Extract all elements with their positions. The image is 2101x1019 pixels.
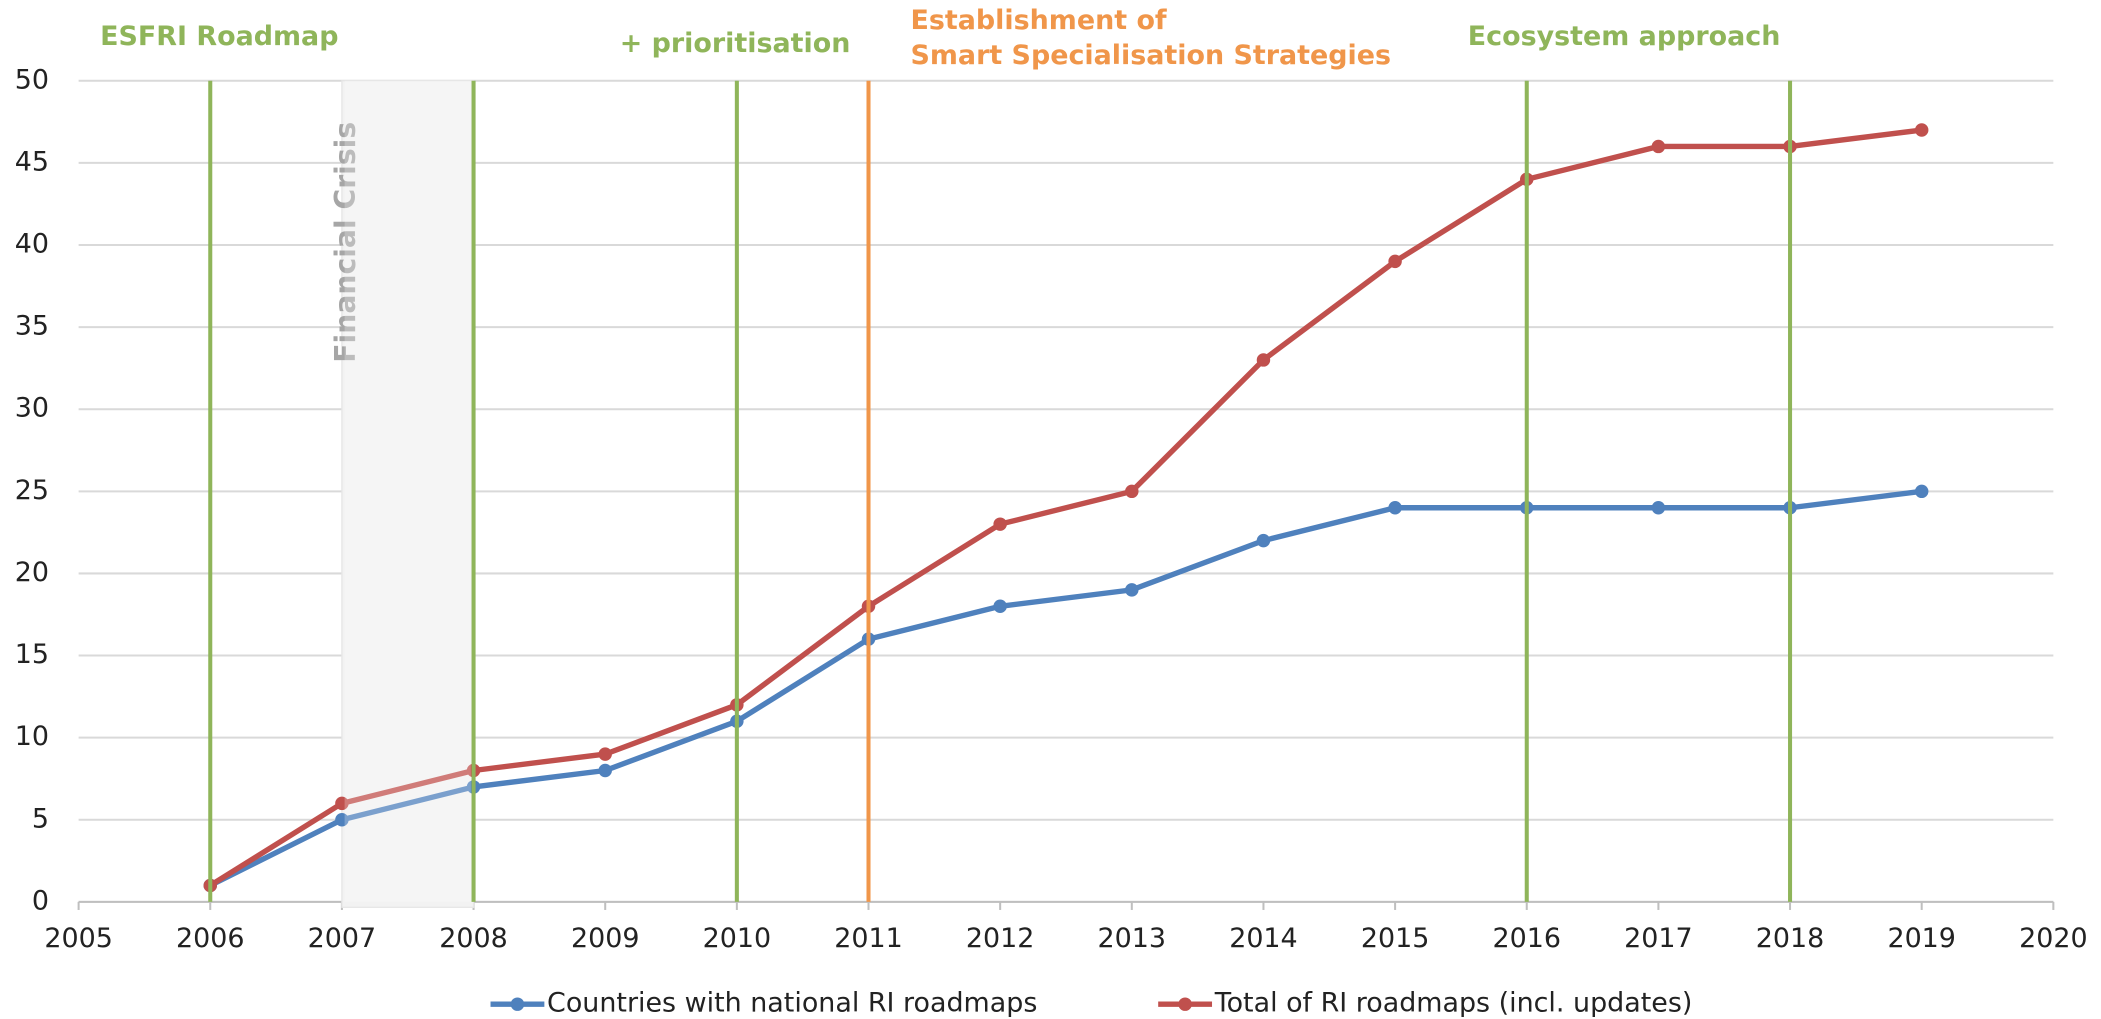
series-point [1914,123,1929,137]
annotation: + prioritisation [620,28,851,59]
x-tick-label: 2017 [1624,923,1692,954]
series-point [335,796,349,811]
x-tick-label: 2012 [966,923,1034,954]
shaded-veil [344,80,471,902]
legend-label: Total of RI roadmaps (incl. updates) [1214,988,1693,1019]
series-point [993,599,1007,614]
series-point [1256,533,1271,548]
series-line [208,127,1923,888]
series-point [598,763,612,778]
series-point [1125,484,1139,499]
series-point [1388,501,1402,515]
series-point [1256,353,1271,367]
y-tick-label: 30 [15,393,49,424]
x-tick-label: 2016 [1493,923,1561,954]
series-point [993,517,1007,531]
series-point [1125,583,1139,597]
y-tick-label: 45 [15,146,49,177]
x-tick-label: 2009 [571,923,639,954]
x-tick-label: 2006 [176,923,244,954]
x-tick-label: 2010 [703,923,771,954]
x-tick-label: 2015 [1361,923,1429,954]
x-tick-label: 2005 [44,923,112,954]
annotation: ESFRI Roadmap [100,21,338,52]
annotation: Establishment of [911,5,1167,36]
shaded-region [341,80,475,908]
x-tick-label: 2020 [2019,923,2087,954]
y-tick-label: 10 [15,721,49,752]
y-tick-label: 5 [32,803,49,834]
y-tick-label: 35 [15,311,49,342]
series-line [209,488,1923,888]
shaded-label: Financial Crisis [329,122,362,363]
annotation: Ecosystem approach [1468,21,1781,52]
x-tick-label: 2018 [1756,923,1824,954]
legend-label: Countries with national RI roadmaps [547,988,1037,1019]
x-tick-label: 2014 [1229,923,1297,954]
series-point [1388,254,1402,269]
series-point [1651,501,1666,515]
legend-marker [1178,997,1192,1011]
y-tick-label: 40 [15,228,49,259]
y-tick-label: 25 [15,475,49,506]
series-point [1914,484,1929,499]
annotation: Smart Specialisation Strategies [911,40,1392,71]
x-tick-label: 2019 [1887,923,1955,954]
x-tick-label: 2008 [439,923,507,954]
y-tick-label: 15 [15,639,49,670]
legend-marker [510,997,525,1011]
series-point [598,747,612,761]
x-tick-label: 2013 [1098,923,1166,954]
series-point [335,813,349,827]
y-tick-label: 20 [15,557,49,588]
x-tick-label: 2007 [308,923,376,954]
y-tick-label: 50 [15,64,49,95]
series-point [1651,139,1666,154]
y-tick-label: 0 [32,885,49,916]
x-tick-label: 2011 [834,923,902,954]
